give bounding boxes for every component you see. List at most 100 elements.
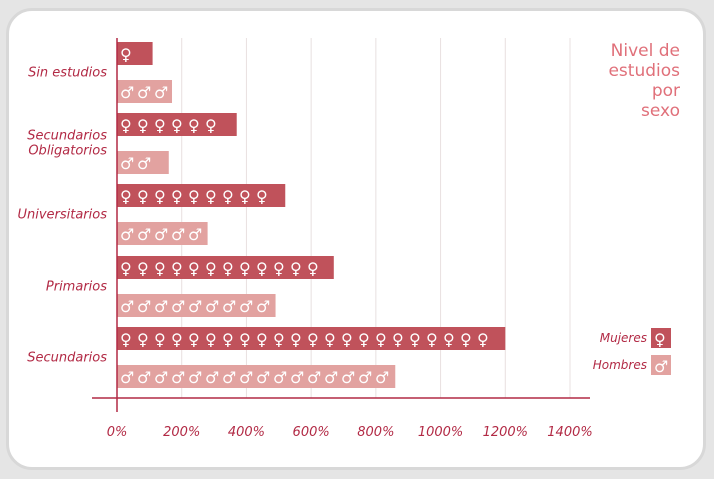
mujeres-symbol: ♀ <box>154 330 166 349</box>
bar-mujeres <box>117 327 506 350</box>
mujeres-symbol: ♀ <box>273 259 285 278</box>
mujeres-symbol: ♀ <box>171 116 183 135</box>
hombres-symbol: ♂ <box>341 368 355 387</box>
mujeres-symbol: ♀ <box>477 330 489 349</box>
hombres-symbol: ♂ <box>273 368 287 387</box>
mujeres-symbol: ♀ <box>154 187 166 206</box>
x-tick-label: 800% <box>357 425 394 440</box>
bar-hombres <box>117 294 276 317</box>
hombres-symbol: ♂ <box>120 297 134 316</box>
hombres-symbol: ♂ <box>154 368 168 387</box>
bar-hombres <box>117 80 173 103</box>
mujeres-symbol: ♀ <box>324 330 336 349</box>
mujeres-symbol: ♀ <box>443 330 455 349</box>
hombres-symbol: ♂ <box>171 297 185 316</box>
bar-hombres <box>117 222 208 245</box>
mujeres-symbol: ♀ <box>120 116 132 135</box>
hombres-symbol: ♂ <box>137 154 151 173</box>
mujeres-symbol: ♀ <box>460 330 472 349</box>
bar-hombres <box>117 151 169 174</box>
bar-mujeres <box>117 256 334 279</box>
category-label: Universitarios <box>17 208 107 223</box>
chart-title-line: Nivel de <box>611 41 680 61</box>
mujeres-symbol: ♀ <box>341 330 353 349</box>
mujeres-symbol: ♀ <box>239 330 251 349</box>
mujeres-symbol: ♀ <box>205 259 217 278</box>
mujeres-symbol: ♀ <box>409 330 421 349</box>
category-label: Obligatorios <box>28 144 107 159</box>
x-tick-label: 1200% <box>483 425 528 440</box>
hombres-symbol: ♂ <box>154 297 168 316</box>
category-label: Sin estudios <box>28 66 107 81</box>
legend-label: Hombres <box>593 358 647 372</box>
hombres-symbol: ♂ <box>120 154 134 173</box>
mujeres-symbol: ♀ <box>205 116 217 135</box>
hombres-symbol: ♂ <box>120 368 134 387</box>
mujeres-symbol: ♀ <box>273 330 285 349</box>
mujeres-symbol: ♀ <box>426 330 438 349</box>
mujeres-symbol: ♀ <box>375 330 387 349</box>
mujeres-symbol: ♀ <box>256 259 268 278</box>
mujeres-symbol: ♀ <box>188 330 200 349</box>
legend-swatch <box>651 328 671 348</box>
bar-mujeres <box>117 113 237 136</box>
x-tick-label: 1000% <box>418 425 463 440</box>
category-label: Primarios <box>46 280 107 295</box>
hombres-symbol: ♂ <box>290 368 304 387</box>
x-tick-label: 1400% <box>547 425 592 440</box>
mujeres-symbol: ♀ <box>205 330 217 349</box>
mujeres-symbol: ♀ <box>120 259 132 278</box>
hombres-symbol: ♂ <box>120 225 134 244</box>
hombres-symbol: ♂ <box>256 368 270 387</box>
x-tick-label: 0% <box>107 425 128 440</box>
mujeres-symbol: ♀ <box>137 259 149 278</box>
hombres-symbol: ♂ <box>120 83 134 102</box>
hombres-symbol: ♂ <box>154 225 168 244</box>
mujeres-symbol: ♀ <box>239 187 251 206</box>
mujeres-symbol: ♀ <box>171 330 183 349</box>
mujeres-symbol: ♀ <box>290 330 302 349</box>
mujeres-symbol: ♀ <box>154 259 166 278</box>
mujeres-symbol: ♀ <box>239 259 251 278</box>
mujeres-symbol: ♀ <box>256 330 268 349</box>
mujeres-symbol: ♀ <box>120 187 132 206</box>
hombres-symbol: ♂ <box>358 368 372 387</box>
mujeres-symbol: ♀ <box>256 187 268 206</box>
mujeres-symbol: ♀ <box>222 330 234 349</box>
hombres-symbol: ♂ <box>239 297 253 316</box>
mujeres-symbol: ♀ <box>137 330 149 349</box>
hombres-symbol: ♂ <box>256 297 270 316</box>
hombres-symbol: ♂ <box>205 368 219 387</box>
chart-title-line: sexo <box>641 101 680 121</box>
mujeres-symbol: ♀ <box>358 330 370 349</box>
x-tick-label: 600% <box>293 425 330 440</box>
hombres-symbol: ♂ <box>137 297 151 316</box>
bar-mujeres <box>117 42 153 65</box>
hombres-symbol: ♂ <box>154 83 168 102</box>
hombres-symbol: ♂ <box>375 368 389 387</box>
mujeres-symbol: ♀ <box>307 259 319 278</box>
hombres-symbol: ♂ <box>239 368 253 387</box>
hombres-symbol: ♂ <box>324 368 338 387</box>
mujeres-symbol: ♀ <box>307 330 319 349</box>
legend-label: Mujeres <box>600 331 647 345</box>
hombres-symbol: ♂ <box>205 297 219 316</box>
mujeres-symbol: ♀ <box>222 259 234 278</box>
mujeres-symbol: ♀ <box>205 187 217 206</box>
hombres-symbol: ♂ <box>171 368 185 387</box>
mujeres-symbol: ♀ <box>188 116 200 135</box>
chart-title-line: estudios <box>608 61 680 81</box>
hombres-symbol: ♂ <box>307 368 321 387</box>
mujeres-symbol: ♀ <box>290 259 302 278</box>
mujeres-symbol: ♀ <box>171 187 183 206</box>
mujeres-symbol: ♀ <box>120 330 132 349</box>
hombres-symbol: ♂ <box>137 368 151 387</box>
hombres-symbol: ♂ <box>137 83 151 102</box>
hombres-symbol: ♂ <box>137 225 151 244</box>
hombres-symbol: ♂ <box>188 368 202 387</box>
mujeres-symbol: ♀ <box>120 45 132 64</box>
mujeres-symbol: ♀ <box>222 187 234 206</box>
x-tick-label: 200% <box>163 425 200 440</box>
mujeres-symbol: ♀ <box>188 187 200 206</box>
hombres-symbol: ♂ <box>188 225 202 244</box>
